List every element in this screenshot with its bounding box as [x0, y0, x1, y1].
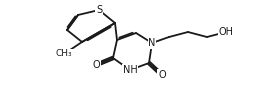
Text: OH: OH	[219, 27, 233, 37]
Text: O: O	[158, 70, 166, 80]
Text: CH₃: CH₃	[56, 49, 72, 59]
Text: O: O	[92, 60, 100, 70]
Text: N: N	[148, 38, 156, 48]
Text: NH: NH	[123, 65, 137, 75]
Text: S: S	[96, 5, 102, 15]
